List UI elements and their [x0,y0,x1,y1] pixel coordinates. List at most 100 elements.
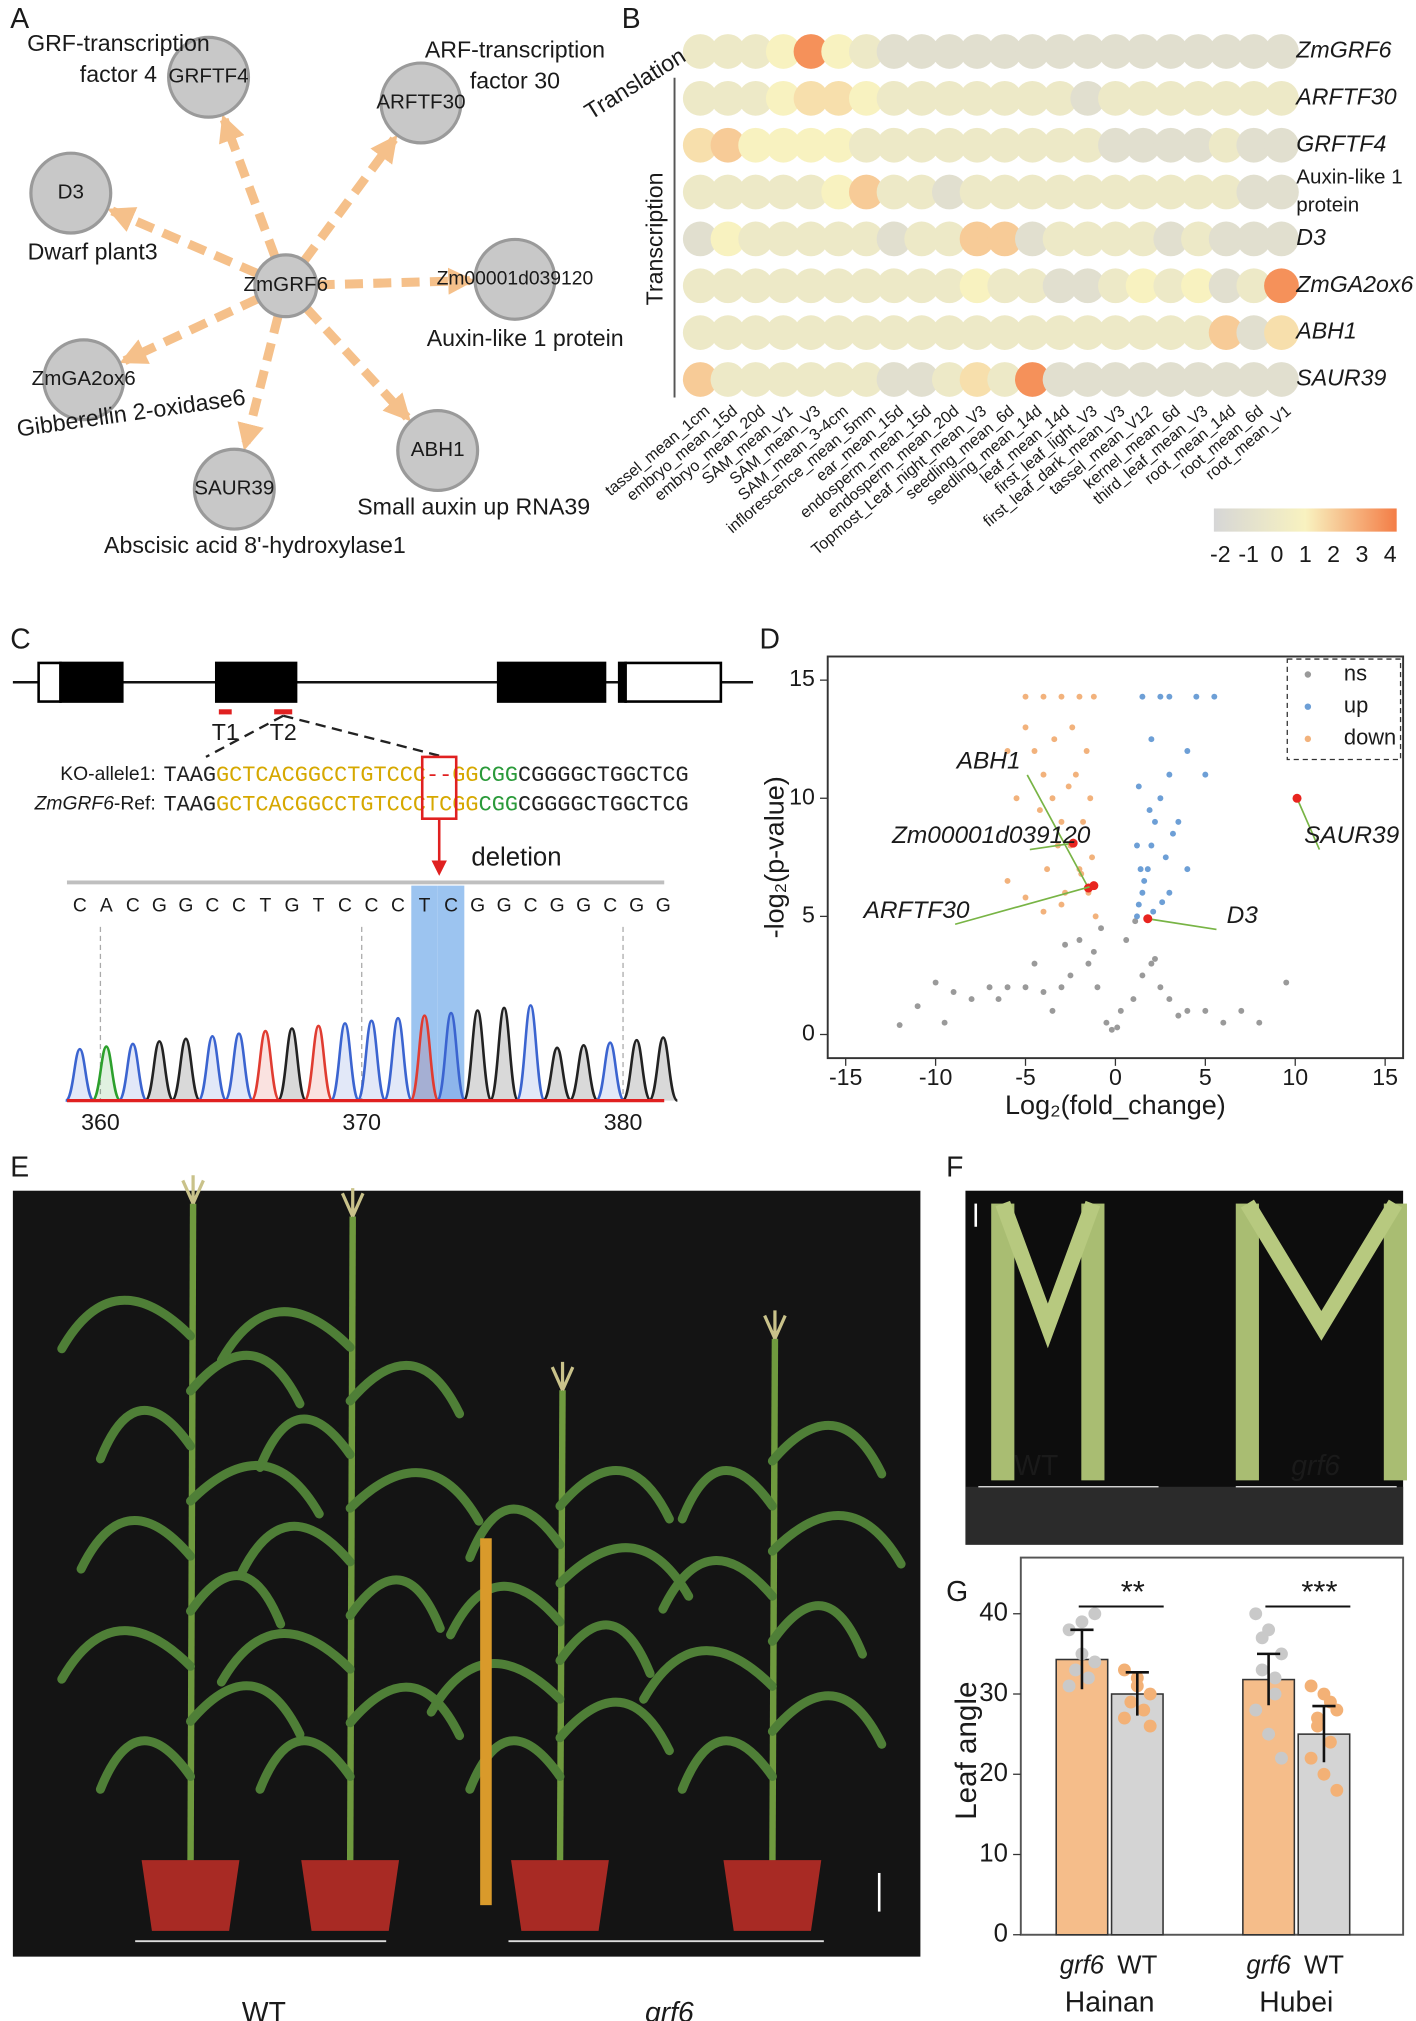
heat-dot [1208,362,1244,397]
gene-node [192,447,276,531]
heat-dot [793,80,829,116]
stem [556,1390,566,1873]
heat-dot [1070,127,1106,163]
heat-dot [959,221,995,257]
pot [511,1860,609,1931]
heat-dot [1098,80,1133,116]
data-point [1085,960,1092,967]
gene-node [167,35,251,119]
photo-label: WT [1014,1449,1058,1481]
heat-dot [848,34,884,69]
node-description: Dwarf plant3 [28,239,158,265]
allele-name-part: ZmGRF6 [34,794,115,815]
heat-dot [1042,127,1078,163]
plot-frame [1019,1556,1405,1936]
sequence-segment: -- [426,763,452,788]
heat-dot [1236,221,1272,257]
leaf [345,1360,465,1419]
y-tick-label: 10 [979,1839,1008,1867]
leaf-sheath [1235,1203,1259,1481]
heat-dot [959,127,995,163]
heat-dot [682,174,718,210]
heat-dot [1264,221,1299,257]
plant-photo [12,1175,921,1957]
data-point [1090,948,1097,955]
error-bar [1125,1671,1149,1716]
heat-dot [904,174,940,210]
colorbar [1213,508,1397,532]
data-point [1249,1607,1263,1621]
data-point [1062,1679,1076,1693]
data-point [1283,979,1290,986]
heat-dot [959,315,995,351]
heat-dot [1264,362,1299,397]
heat-dot [738,80,774,116]
heat-dot [682,221,718,257]
node-description: factor 4 [80,61,157,87]
data-point [1166,771,1173,778]
edge-arrow [237,314,283,451]
pot [141,1860,240,1931]
heat-dot [1125,80,1161,116]
heat-dot [765,315,801,351]
heat-dot [1042,221,1078,257]
x-axis-title: Log₂(fold_change) [1005,1090,1226,1120]
heat-dot [1015,362,1050,397]
data-point [1117,1007,1124,1014]
exon [624,661,723,703]
leaf [57,1295,196,1354]
data-point [1040,908,1047,915]
significance-label: *** [1301,1574,1337,1609]
leaf [57,1626,196,1684]
leaf [446,1581,565,1640]
y-tick-label: 15 [789,665,815,691]
category-label: Hainan [1065,1986,1155,2018]
highlight-point [1143,914,1153,924]
heat-dot [987,362,1023,397]
y-tick-label: 0 [994,1920,1008,1948]
heat-dot [987,221,1023,257]
trace-tick-label: 380 [604,1109,643,1135]
allele-name-part: KO-allele1: [60,764,155,785]
zoom-line [205,714,445,759]
heat-dot [1153,34,1189,69]
data-point [914,1003,921,1010]
heat-dot [1208,127,1244,163]
row-label: ZmGRF6 [1295,37,1391,63]
annotation-leader [1147,917,1217,931]
data-point [1304,1679,1318,1693]
annotation-leader [1029,842,1074,851]
base-letter: G [656,895,671,916]
heat-dot [876,80,912,116]
x-tick-label: 0 [1109,1064,1122,1090]
heat-dot [1264,80,1299,116]
node-description: Small auxin up RNA39 [357,494,590,520]
trace-peak [488,1006,520,1102]
data-point [1159,899,1166,906]
panel-label: A [10,2,29,34]
heat-dot [1125,362,1161,397]
node-label: GRFTF4 [169,65,249,88]
heat-dot [904,34,940,69]
error-bar [1312,1704,1336,1763]
heat-dot [710,174,746,210]
heat-dot [1236,127,1272,163]
data-point [1175,818,1182,825]
heat-dot [904,315,940,351]
exon [59,661,124,703]
heat-dot [1208,174,1244,210]
tassel [340,1188,365,1218]
data-point [1184,866,1191,873]
node-label: SAUR39 [194,477,274,500]
trace-peak [568,1043,600,1102]
heat-dot [765,80,801,116]
row-label: ZmGA2ox6 [1295,271,1413,297]
data-point [1323,1735,1337,1749]
leaf [658,1556,777,1614]
pot [723,1860,822,1931]
data-point [1139,972,1146,979]
node-label: ABH1 [411,438,465,461]
heat-dot [738,221,774,257]
leaf [767,1421,887,1479]
heat-dot [987,127,1023,163]
